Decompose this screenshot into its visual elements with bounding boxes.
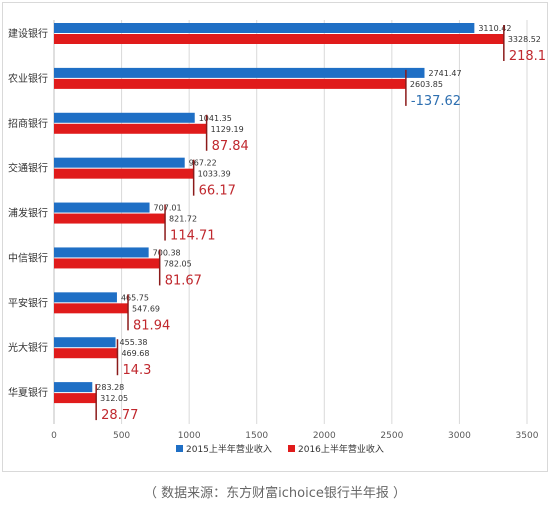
bar-2016: [54, 303, 129, 314]
category-label: 农业银行: [8, 72, 48, 85]
bar-2016: [54, 348, 118, 359]
bar-2015: [54, 292, 117, 303]
bar-2015: [54, 202, 150, 213]
x-tick-label: 2000: [313, 431, 336, 441]
change-label: -137.62: [411, 94, 461, 109]
data-label: 455.38: [120, 338, 148, 347]
change-label: 81.94: [133, 318, 170, 333]
change-label: 87.84: [212, 139, 249, 154]
legend-swatch: [176, 445, 183, 452]
bar-2016: [54, 34, 504, 44]
data-label: 3110.42: [478, 24, 511, 33]
legend-swatch: [288, 445, 295, 452]
x-axis-ticks: 0 500 1000 1500 2000 2500 3000 3500: [51, 431, 539, 441]
x-tick-label: 500: [113, 431, 130, 441]
legend: 2015上半年营业收入 2016上半年营业收入: [176, 443, 384, 455]
data-label: 465.75: [121, 293, 149, 302]
data-label: 2741.47: [428, 69, 461, 78]
bar-2015: [54, 382, 93, 393]
data-label: 700.38: [153, 248, 181, 257]
change-label: 66.17: [199, 184, 236, 199]
bar-2016: [54, 258, 160, 269]
data-label: 2603.85: [410, 80, 443, 89]
legend-label: 2016上半年营业收入: [298, 443, 384, 455]
data-label: 821.72: [169, 215, 197, 224]
bar-2016: [54, 78, 406, 89]
data-label: 1041.35: [199, 114, 232, 123]
change-label: 218.1: [509, 49, 546, 64]
data-label: 707.01: [154, 204, 182, 213]
category-label: 华夏银行: [8, 386, 48, 399]
category-label: 建设银行: [8, 27, 48, 40]
data-label: 3328.52: [508, 35, 541, 44]
legend-label: 2015上半年营业收入: [186, 443, 272, 455]
data-label: 283.28: [96, 383, 124, 392]
change-label: 114.71: [170, 229, 216, 244]
bar-2016: [54, 213, 166, 224]
data-label: 1129.19: [211, 125, 244, 134]
change-label: 81.67: [165, 273, 202, 288]
change-label: 14.3: [122, 363, 151, 378]
data-label: 967.22: [189, 159, 217, 168]
category-label: 中信银行: [8, 251, 48, 264]
data-label: 782.05: [164, 259, 192, 268]
x-tick-label: 0: [51, 431, 57, 441]
category-label: 光大银行: [8, 341, 48, 354]
x-tick-label: 1000: [178, 431, 201, 441]
data-label: 547.69: [132, 304, 160, 313]
x-tick-label: 1500: [245, 431, 268, 441]
data-label: 1033.39: [198, 170, 231, 179]
x-tick-label: 2500: [380, 431, 403, 441]
category-label: 平安银行: [8, 296, 48, 309]
bar-2015: [54, 23, 475, 33]
bar-2016: [54, 168, 194, 179]
source-note: （ 数据来源：东方财富ichoice银行半年报 ）: [144, 486, 406, 501]
x-tick-label: 3000: [448, 431, 471, 441]
bars: 3110.42 3328.52 218.1 2741.47 2603.85 -137.62…: [54, 23, 546, 423]
bar-2015: [54, 337, 116, 348]
bar-2015: [54, 157, 185, 168]
change-label: 28.77: [101, 408, 138, 423]
bar-2015: [54, 247, 149, 258]
category-label: 浦发银行: [8, 207, 48, 220]
category-label: 交通银行: [8, 162, 48, 175]
data-label: 312.05: [100, 394, 128, 403]
bar-2015: [54, 112, 195, 123]
data-label: 469.68: [121, 349, 149, 358]
bar-2015: [54, 67, 425, 78]
bar-2016: [54, 393, 97, 404]
bar-2016: [54, 123, 207, 134]
category-label: 招商银行: [8, 117, 48, 130]
x-tick-label: 3500: [516, 431, 539, 441]
